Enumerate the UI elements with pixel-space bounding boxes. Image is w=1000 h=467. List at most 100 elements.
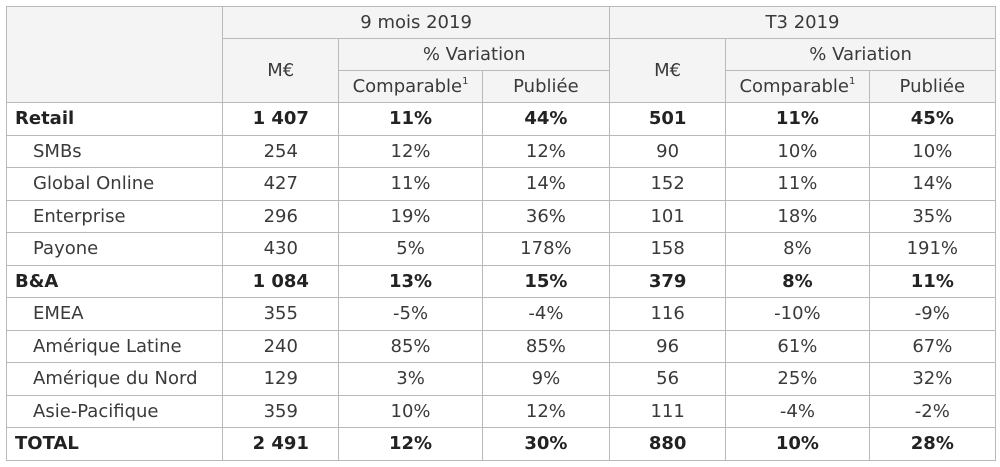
cell-value: 116 [609,297,727,331]
row-label: Amérique du Nord [5,362,224,396]
cell-value: 379 [609,264,727,298]
cell-value: 85% [338,329,483,363]
cell-value: 359 [222,394,340,428]
cell-value: 44% [481,102,611,136]
cell-value: 35% [868,199,997,233]
cell-value: 129 [222,362,340,396]
table-row: SMBs 254 12% 12% 90 10% 10% [5,134,997,168]
cell-value: 67% [868,329,997,363]
cell-value: 25% [725,362,870,396]
cell-value: 30% [481,427,611,461]
cell-value: 9% [481,362,611,396]
table-row: TOTAL 2 491 12% 30% 880 10% 28% [5,427,997,461]
row-label: Retail [5,102,224,136]
header-corner [5,6,224,103]
results-table: 9 mois 2019 T3 2019 M€ % Variation M€ % … [5,6,997,461]
cell-value: -4% [725,394,870,428]
cell-value: 12% [481,394,611,428]
cell-value: 10% [338,394,483,428]
cell-value: 19% [338,199,483,233]
table-row: EMEA 355 -5% -4% 116 -10% -9% [5,297,997,331]
cell-value: 11% [338,102,483,136]
cell-value: 8% [725,232,870,266]
cell-value: -10% [725,297,870,331]
cell-value: 90 [609,134,727,168]
table-row: Global Online 427 11% 14% 152 11% 14% [5,167,997,201]
cell-value: 101 [609,199,727,233]
cell-value: 36% [481,199,611,233]
cell-value: 5% [338,232,483,266]
header-comparable-q3: Comparable1 [725,70,870,103]
table-row: Enterprise 296 19% 36% 101 18% 35% [5,199,997,233]
row-label: Global Online [5,167,224,201]
header-period-q3: T3 2019 [609,6,996,39]
header-variation-q3: % Variation [725,38,996,71]
cell-value: 240 [222,329,340,363]
cell-value: 13% [338,264,483,298]
footnote-marker: 1 [462,76,469,87]
cell-value: 85% [481,329,611,363]
cell-value: 158 [609,232,727,266]
cell-value: 12% [481,134,611,168]
cell-value: 11% [868,264,997,298]
cell-value: -9% [868,297,997,331]
cell-value: 11% [725,102,870,136]
header-variation-9m: % Variation [338,38,611,71]
cell-value: 1 084 [222,264,340,298]
cell-value: 28% [868,427,997,461]
cell-value: 10% [725,427,870,461]
row-label: Enterprise [5,199,224,233]
row-label: EMEA [5,297,224,331]
cell-value: 11% [725,167,870,201]
table-row: Amérique Latine 240 85% 85% 96 61% 67% [5,329,997,363]
cell-value: 12% [338,134,483,168]
cell-value: 56 [609,362,727,396]
cell-value: 18% [725,199,870,233]
cell-value: 501 [609,102,727,136]
cell-value: 3% [338,362,483,396]
header-period-9-months: 9 mois 2019 [222,6,611,39]
cell-value: 14% [868,167,997,201]
row-label: Asie-Pacifique [5,394,224,428]
cell-value: 8% [725,264,870,298]
cell-value: -5% [338,297,483,331]
cell-value: 427 [222,167,340,201]
table-row: Retail 1 407 11% 44% 501 11% 45% [5,102,997,136]
cell-value: 430 [222,232,340,266]
cell-value: 111 [609,394,727,428]
cell-value: 96 [609,329,727,363]
cell-value: 178% [481,232,611,266]
footnote-marker: 1 [848,76,856,87]
cell-value: 14% [481,167,611,201]
cell-value: 61% [725,329,870,363]
cell-value: 11% [338,167,483,201]
header-publiee-9m: Publiée [481,70,611,103]
cell-value: 32% [868,362,997,396]
cell-value: 12% [338,427,483,461]
cell-value: 880 [609,427,727,461]
header-unit-q3: M€ [609,38,727,103]
row-label: TOTAL [5,427,224,461]
cell-value: 45% [868,102,997,136]
cell-value: 355 [222,297,340,331]
row-label: Amérique Latine [5,329,224,363]
cell-value: 10% [868,134,997,168]
cell-value: 296 [222,199,340,233]
row-label: B&A [5,264,224,298]
header-unit-9m: M€ [222,38,340,103]
cell-value: 2 491 [222,427,340,461]
cell-value: -4% [481,297,611,331]
cell-value: 191% [868,232,997,266]
header-publiee-q3: Publiée [868,70,997,103]
cell-value: 15% [481,264,611,298]
table-row: Payone 430 5% 178% 158 8% 191% [5,232,997,266]
cell-value: 254 [222,134,340,168]
cell-value: 152 [609,167,727,201]
table-row: B&A 1 084 13% 15% 379 8% 11% [5,264,997,298]
cell-value: -2% [868,394,997,428]
row-label: Payone [5,232,224,266]
cell-value: 1 407 [222,102,340,136]
table-row: Asie-Pacifique 359 10% 12% 111 -4% -2% [5,394,997,428]
row-label: SMBs [5,134,224,168]
cell-value: 10% [725,134,870,168]
